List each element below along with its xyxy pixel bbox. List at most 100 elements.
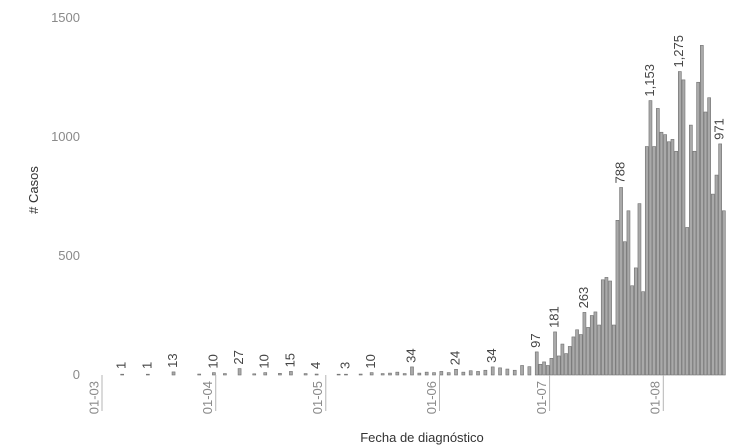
bar-2020-06-19 [506, 369, 509, 375]
bar-2020-06-17 [499, 368, 502, 375]
bar-2020-07-11 [587, 327, 590, 375]
bar-2020-06-09 [469, 371, 472, 375]
data-label-2020-08-16: 971 [712, 118, 727, 140]
bar-2020-07-19 [616, 220, 619, 375]
bar-2020-08-01 [664, 135, 667, 375]
bar-2020-08-04 [675, 151, 678, 375]
bar-2020-07-04 [561, 344, 564, 375]
data-label-2020-03-31: 10 [205, 354, 220, 368]
bar-2020-06-27 [535, 352, 538, 375]
bar-2020-07-30 [656, 108, 659, 375]
y-axis-title: # Casos [26, 166, 41, 214]
x-tick-label: 01-05 [310, 381, 325, 414]
bar-2020-08-17 [722, 211, 725, 375]
bar-2020-06-25 [528, 367, 531, 375]
data-label-2020-07-02: 181 [547, 306, 562, 328]
bar-2020-07-23 [631, 286, 634, 375]
bar-2020-07-27 [645, 147, 648, 375]
bar-2020-08-02 [667, 142, 670, 375]
bar-2020-08-03 [671, 139, 674, 375]
bar-2020-05-04 [337, 374, 340, 375]
bar-2020-03-27 [198, 374, 201, 375]
bar-2020-04-03 [223, 374, 226, 375]
bar-2020-05-06 [344, 374, 347, 375]
bar-2020-04-14 [264, 373, 267, 375]
y-axis-ticks: 0 500 1000 1500 [51, 10, 80, 382]
bar-2020-07-16 [605, 277, 608, 375]
bar-2020-07-25 [638, 204, 641, 375]
bar-2020-07-31 [660, 132, 663, 375]
bar-2020-08-12 [704, 112, 707, 375]
bar-2020-03-13 [146, 374, 149, 375]
bar-2020-04-25 [304, 374, 307, 375]
bar-2020-04-07 [238, 369, 241, 375]
bar-2020-07-18 [612, 325, 615, 375]
bar-2020-05-10 [359, 374, 362, 375]
bar-2020-06-15 [491, 367, 494, 375]
bar-2020-03-20 [172, 372, 175, 375]
bar-2020-07-22 [627, 211, 630, 375]
bar-2020-07-21 [623, 242, 626, 375]
bar-2020-06-21 [513, 370, 516, 375]
bar-2020-08-11 [700, 45, 703, 375]
bar-2020-05-13 [370, 373, 373, 375]
data-label-2020-03-06: 1 [114, 362, 129, 369]
bar-2020-07-10 [583, 312, 586, 375]
bar-2020-05-16 [381, 374, 384, 375]
bar-2020-06-11 [477, 371, 480, 375]
bar-2020-07-15 [601, 280, 604, 375]
bar-2020-06-23 [521, 365, 524, 375]
bar-2020-05-24 [410, 367, 413, 375]
data-label-2020-04-14: 10 [257, 354, 272, 368]
data-label-2020-07-10: 263 [576, 287, 591, 309]
bar-2020-07-05 [565, 354, 568, 375]
data-label-2020-05-24: 34 [403, 348, 418, 362]
x-tick-label: 01-04 [200, 381, 215, 414]
bar-2020-03-06 [121, 374, 124, 375]
bar-2020-07-12 [590, 316, 593, 376]
x-axis-ticks: 01-03 01-04 01-05 01-06 01-07 01-08 [86, 375, 663, 414]
bar-2020-06-07 [462, 372, 465, 375]
bar-2020-07-17 [609, 281, 612, 375]
bar-2020-08-15 [715, 175, 718, 375]
bar-2020-04-11 [253, 374, 256, 375]
bar-2020-06-28 [539, 364, 542, 375]
bar-2020-07-13 [594, 312, 597, 375]
data-label-2020-06-05: 24 [447, 351, 462, 365]
bar-2020-08-07 [686, 227, 689, 375]
data-label-2020-06-27: 97 [528, 333, 543, 347]
data-label-2020-04-28: 4 [308, 362, 323, 369]
bar-2020-07-03 [557, 356, 560, 375]
data-label-2020-08-05: 1,275 [671, 35, 686, 68]
bar-2020-07-02 [554, 332, 557, 375]
bar-2020-04-21 [289, 371, 292, 375]
y-tick-label: 1500 [51, 10, 80, 25]
bars-layer [121, 45, 726, 375]
bar-2020-05-26 [418, 373, 421, 375]
bar-2020-08-09 [693, 151, 696, 375]
bar-2020-07-26 [642, 292, 645, 375]
bar-2020-07-29 [653, 147, 656, 375]
bar-2020-08-14 [711, 194, 714, 375]
bar-2020-07-08 [576, 330, 579, 375]
bar-2020-06-29 [543, 362, 546, 375]
y-tick-label: 0 [73, 367, 80, 382]
bar-2020-04-18 [278, 373, 281, 375]
data-label-2020-07-20: 788 [613, 162, 628, 184]
data-label-2020-04-07: 27 [231, 350, 246, 364]
bar-2020-07-14 [598, 325, 601, 375]
bar-2020-06-03 [447, 373, 450, 375]
bar-2020-05-18 [388, 373, 391, 375]
bar-2020-07-28 [649, 101, 652, 375]
x-tick-label: 01-07 [534, 381, 549, 414]
bar-2020-06-01 [440, 371, 443, 375]
y-tick-label: 1000 [51, 129, 80, 144]
bar-2020-06-05 [455, 369, 458, 375]
data-label-2020-06-15: 34 [484, 348, 499, 362]
bar-2020-05-30 [433, 373, 436, 375]
bar-2020-07-24 [634, 268, 637, 375]
data-label-2020-03-13: 1 [139, 362, 154, 369]
x-axis-title: Fecha de diagnóstico [360, 430, 484, 445]
